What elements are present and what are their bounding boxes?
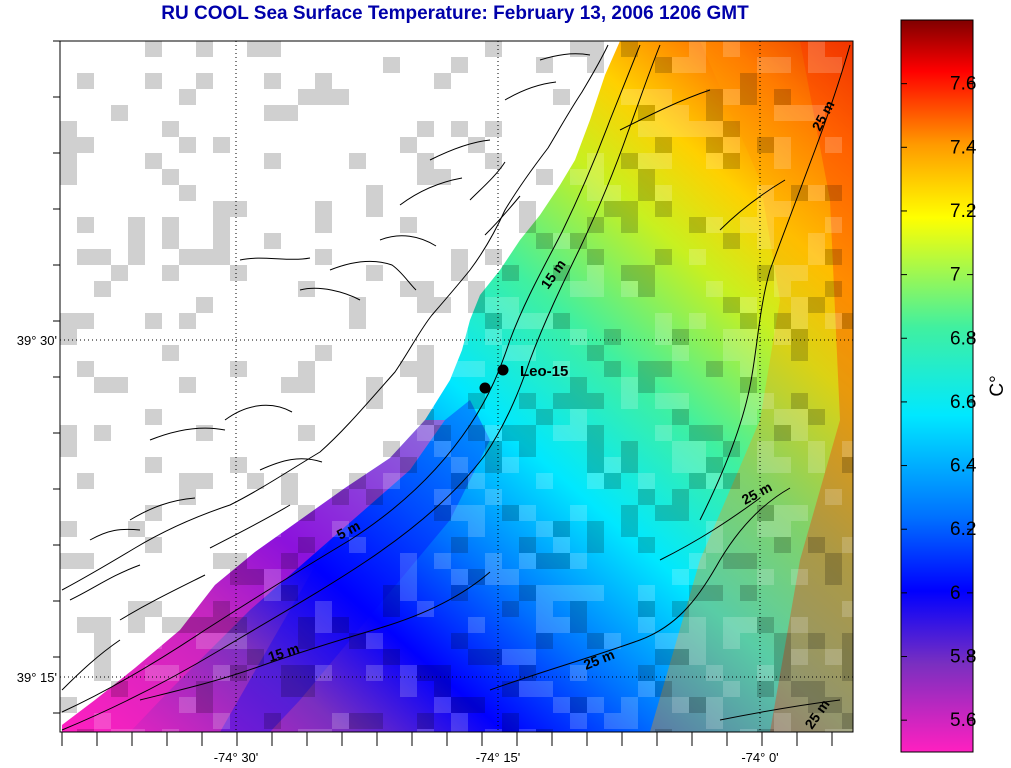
station-marker	[479, 382, 491, 394]
colorbar-tick-label: 7.2	[950, 201, 976, 222]
coastline	[61, 44, 609, 691]
colorbar-tick-label: 5.6	[950, 710, 976, 731]
colorbar-tick-label: 6.8	[950, 328, 976, 349]
colorbar-tick-label: 6.2	[950, 519, 976, 540]
sst-field	[60, 41, 853, 732]
x-tick-label: -74° 15'	[476, 750, 521, 765]
colorbar-tick-label: 7.6	[950, 74, 976, 95]
colorbar-tick-label: 7	[950, 265, 961, 286]
depth-contours	[61, 44, 851, 731]
colorbar-tick-label: 7.4	[950, 137, 977, 158]
y-tick-label: 39° 15'	[17, 670, 57, 685]
map-frame	[59, 40, 854, 733]
x-tick-label: -74° 30'	[214, 750, 259, 765]
colorbar-tick-label: 6	[950, 583, 961, 604]
colorbar-unit-label: C°	[987, 375, 1008, 396]
map-title: RU COOL Sea Surface Temperature: Februar…	[161, 3, 749, 24]
graticule	[60, 41, 853, 732]
x-tick-label: -74° 0'	[741, 750, 778, 765]
colorbar-ticks: 7.6 7.4 7.2 7 6.8 6.6 6.4 6.2 6 5.8 5.6	[901, 74, 977, 731]
leo-15-station-marker	[497, 364, 509, 376]
colorbar-tick-label: 6.6	[950, 392, 976, 413]
axis-ticks	[53, 40, 833, 746]
colorbar	[900, 19, 974, 753]
colorbar-tick-label: 6.4	[950, 456, 977, 477]
colorbar-tick-label: 5.8	[950, 647, 976, 668]
station-label: Leo-15	[520, 363, 568, 380]
y-tick-label: 39° 30'	[17, 333, 57, 348]
